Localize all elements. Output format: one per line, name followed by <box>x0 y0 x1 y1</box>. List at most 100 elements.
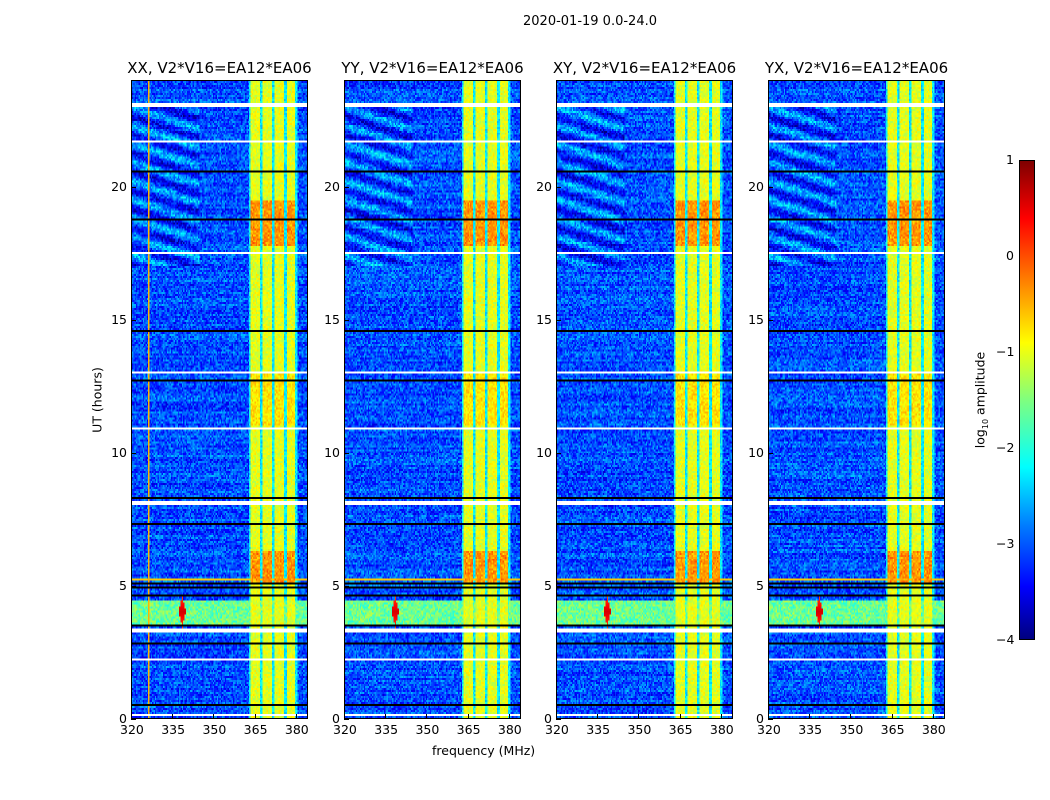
x-tick-mark <box>467 714 469 719</box>
y-tick-label: 0 <box>119 711 127 726</box>
colorbar-tick-label: −1 <box>996 344 1015 359</box>
x-axis-label: frequency (MHz) <box>432 743 536 758</box>
colorbar-tick-label: 0 <box>1006 248 1014 263</box>
x-tick-label: 365 <box>880 722 905 737</box>
x-tick-mark <box>426 714 428 719</box>
y-tick-mark <box>344 585 349 587</box>
y-tick-label: 5 <box>119 577 127 593</box>
colorbar-tick-label: 1 <box>1006 152 1014 167</box>
x-tick-label: 320 <box>545 722 569 737</box>
x-tick-mark <box>720 714 722 719</box>
x-tick-label: 380 <box>284 722 309 737</box>
x-tick-mark <box>891 714 893 719</box>
y-tick-mark <box>556 585 561 587</box>
y-tick-mark <box>131 186 136 188</box>
heatmap-panel: YY, V2*V16=EA12*EA06 <box>341 59 524 719</box>
x-tick-label: 350 <box>627 722 652 737</box>
figure-title: 2020-01-19 0.0-24.0 <box>523 14 657 29</box>
x-tick-label: 335 <box>586 722 611 737</box>
y-tick-mark <box>344 719 349 720</box>
x-tick-label: 350 <box>202 722 227 737</box>
heatmap-canvas <box>132 81 307 718</box>
y-tick-label: 0 <box>756 711 764 726</box>
x-tick-mark <box>556 714 557 719</box>
x-tick-mark <box>932 714 934 719</box>
panel-title: XX, V2*V16=EA12*EA06 <box>127 59 312 77</box>
y-tick-label: 15 <box>324 311 340 327</box>
x-tick-mark <box>850 714 852 719</box>
heatmap-canvas <box>769 81 944 718</box>
heatmap-panel: XX, V2*V16=EA12*EA06 <box>127 59 312 719</box>
y-tick-label: 10 <box>324 444 340 460</box>
x-tick-label: 320 <box>757 722 781 737</box>
y-tick-label: 20 <box>536 178 552 194</box>
colorbar <box>1019 160 1035 640</box>
y-tick-label: 15 <box>748 311 764 327</box>
x-tick-mark <box>508 714 510 719</box>
panel-title: YX, V2*V16=EA12*EA06 <box>764 59 949 77</box>
x-tick-label: 380 <box>497 722 522 737</box>
y-tick-label: 10 <box>111 444 127 460</box>
x-tick-mark <box>213 714 215 719</box>
y-tick-mark <box>131 719 136 720</box>
colorbar-tick-label: −4 <box>996 632 1015 647</box>
x-tick-label: 350 <box>839 722 864 737</box>
y-tick-label: 10 <box>748 444 764 460</box>
heatmap-canvas <box>345 81 520 718</box>
x-tick-label: 365 <box>456 722 481 737</box>
x-tick-mark <box>638 714 640 719</box>
colorbar-tick-label: −2 <box>996 440 1015 455</box>
x-tick-label: 320 <box>333 722 357 737</box>
y-tick-label: 20 <box>324 178 340 194</box>
panel-title: XY, V2*V16=EA12*EA06 <box>552 59 737 77</box>
y-tick-mark <box>768 452 773 454</box>
panel-title: YY, V2*V16=EA12*EA06 <box>341 59 524 77</box>
x-tick-mark <box>172 714 174 719</box>
y-tick-mark <box>131 452 136 454</box>
y-tick-label: 5 <box>544 577 552 593</box>
y-tick-mark <box>556 719 561 720</box>
y-axis-label: UT (hours) <box>89 367 105 433</box>
y-tick-mark <box>768 719 773 720</box>
y-tick-label: 10 <box>536 444 552 460</box>
x-tick-mark <box>809 714 811 719</box>
y-tick-mark <box>131 585 136 587</box>
x-tick-mark <box>679 714 681 719</box>
heatmap-panel: XY, V2*V16=EA12*EA06 <box>553 59 736 719</box>
x-tick-mark <box>768 714 769 719</box>
y-tick-label: 5 <box>756 577 764 593</box>
y-tick-mark <box>556 452 561 454</box>
y-tick-mark <box>556 319 561 321</box>
x-tick-mark <box>254 714 256 719</box>
x-tick-label: 380 <box>709 722 734 737</box>
colorbar-tick-label: −3 <box>996 536 1015 551</box>
y-tick-mark <box>131 319 136 321</box>
x-tick-mark <box>295 714 297 719</box>
y-tick-mark <box>344 319 349 321</box>
y-tick-label: 15 <box>536 311 552 327</box>
y-tick-mark <box>344 452 349 454</box>
heatmap-canvas <box>557 81 732 718</box>
y-tick-label: 5 <box>332 577 340 593</box>
x-tick-label: 335 <box>374 722 399 737</box>
x-tick-label: 365 <box>668 722 693 737</box>
x-tick-label: 335 <box>798 722 823 737</box>
x-tick-label: 320 <box>120 722 144 737</box>
x-tick-mark <box>597 714 599 719</box>
y-tick-label: 20 <box>748 178 764 194</box>
x-tick-label: 380 <box>921 722 946 737</box>
x-tick-label: 335 <box>161 722 186 737</box>
x-tick-mark <box>385 714 387 719</box>
y-tick-label: 20 <box>111 178 127 194</box>
y-tick-label: 0 <box>332 711 340 726</box>
y-tick-mark <box>768 186 773 188</box>
x-tick-label: 365 <box>243 722 268 737</box>
y-tick-label: 15 <box>111 311 127 327</box>
heatmap-panel: YX, V2*V16=EA12*EA06 <box>765 59 948 719</box>
y-tick-mark <box>344 186 349 188</box>
y-tick-mark <box>556 186 561 188</box>
x-tick-mark <box>131 714 132 719</box>
colorbar-label: log10 amplitude <box>972 351 990 449</box>
y-tick-label: 0 <box>544 711 552 726</box>
